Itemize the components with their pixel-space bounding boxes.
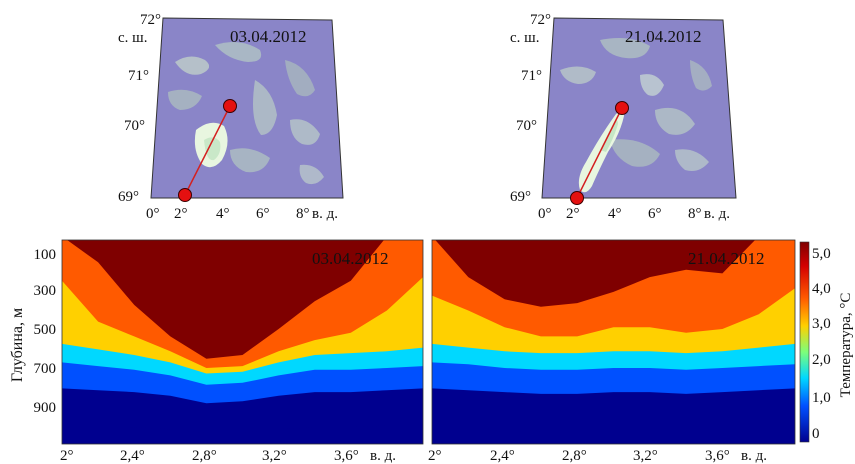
map-2-section-line [576, 107, 623, 199]
map-patch [675, 149, 709, 171]
colorbar-tick: 3,0 [812, 316, 831, 332]
colorbar-tick: 5,0 [812, 246, 831, 262]
map-warm-core-center [204, 137, 221, 161]
map-patch [610, 139, 660, 167]
map-2-lat-tick: 70° [516, 118, 537, 134]
x-tick-label: 2° [428, 448, 442, 464]
colorbar-tick: 4,0 [812, 281, 831, 297]
section-panel-1: 03.04.2012 Глубина, м 100 300 500 700 90… [9, 239, 424, 464]
map-2-lon-unit: в. д. [704, 206, 730, 222]
x-unit-label: в. д. [741, 448, 767, 464]
y-tick-label: 300 [34, 283, 57, 299]
section-1-frame [61, 239, 424, 445]
map-patch [253, 80, 277, 135]
map-1-lat-tick: 72° [140, 12, 161, 28]
map-2-lat-unit: с. ш. [510, 30, 539, 46]
y-tick-label: 900 [34, 400, 57, 416]
map-1-temperature-patches [168, 41, 324, 185]
isotherm-band [62, 425, 423, 444]
map-patch [230, 148, 270, 173]
map-2-lon-tick: 2° [566, 206, 580, 222]
map-panel-1: 03.04.2012 72° с. ш. 71° 70° 69° 0° 2° 4… [118, 12, 344, 222]
map-1-section-start-marker [178, 188, 192, 202]
x-tick-label: 2,4° [120, 448, 145, 464]
map-1-lat-tick: 69° [118, 189, 139, 205]
map-patch [299, 164, 324, 185]
map-2-date: 21.04.2012 [625, 27, 702, 46]
map-patch [215, 41, 262, 62]
x-tick-label: 3,6° [334, 448, 359, 464]
colorbar-tick: 2,0 [812, 352, 831, 368]
x-tick-label: 3,6° [705, 448, 730, 464]
map-1-date: 03.04.2012 [230, 27, 307, 46]
map-patch [655, 107, 695, 135]
map-2-temperature-patches [560, 38, 712, 193]
map-1-lon-tick: 0° [146, 206, 160, 222]
map-2-lon-tick: 6° [648, 206, 662, 222]
map-panel-2: 21.04.2012 72° с. ш. 71° 70° 69° 0° 2° 4… [510, 12, 737, 222]
colorbar-gradient [799, 241, 810, 443]
isotherm-band [432, 425, 795, 444]
map-1-lon-tick: 4° [216, 206, 230, 222]
colorbar-tick: 0 [812, 426, 820, 442]
map-1-lon-unit: в. д. [312, 206, 338, 222]
section-1-date: 03.04.2012 [312, 249, 389, 268]
map-2-section-end-marker [615, 101, 629, 115]
section-2-date: 21.04.2012 [688, 249, 765, 268]
colorbar-label: Температура, °С [838, 293, 854, 398]
x-tick-label: 3,2° [633, 448, 658, 464]
map-2-lon-tick: 8° [688, 206, 702, 222]
map-patch [690, 60, 712, 91]
section-1-temperature-field [62, 240, 423, 444]
map-patch [290, 119, 320, 145]
map-2-lon-tick: 4° [608, 206, 622, 222]
section-1-ylabel: Глубина, м [9, 308, 26, 382]
map-1-lon-tick: 2° [174, 206, 188, 222]
map-1-lon-tick: 6° [256, 206, 270, 222]
y-tick-label: 500 [34, 322, 57, 338]
map-2-lat-tick: 69° [510, 189, 531, 205]
x-tick-label: 2° [60, 448, 74, 464]
y-tick-label: 700 [34, 361, 57, 377]
map-1-lat-tick: 70° [124, 118, 145, 134]
map-1-section-end-marker [223, 99, 237, 113]
y-tick-label: 100 [34, 247, 57, 263]
section-panel-2: 21.04.2012 2° 2,4° 2,8° 3,2° 3,6° в. д. [428, 239, 796, 464]
x-tick-label: 2,4° [490, 448, 515, 464]
section-2-frame [431, 239, 796, 445]
map-1-lat-tick: 71° [128, 68, 149, 84]
map-patch [168, 89, 202, 110]
map-1-section-line [184, 105, 231, 196]
map-patch [285, 60, 315, 97]
map-patch [560, 66, 596, 84]
colorbar-tick: 1,0 [812, 390, 831, 406]
map-2-lat-tick: 72° [530, 12, 551, 28]
map-patch [600, 38, 650, 59]
section-2-temperature-field [432, 240, 795, 444]
x-tick-label: 3,2° [262, 448, 287, 464]
map-1-lat-unit: с. ш. [118, 30, 147, 46]
map-1-lon-tick: 8° [296, 206, 310, 222]
map-2-section-start-marker [570, 191, 584, 205]
colorbar: 5,0 4,0 3,0 2,0 1,0 0 Температура, °С [799, 241, 854, 443]
map-2-lat-tick: 71° [521, 68, 542, 84]
x-tick-label: 2,8° [192, 448, 217, 464]
map-patch [175, 56, 210, 75]
map-2-lon-tick: 0° [538, 206, 552, 222]
map-patch [640, 74, 664, 96]
x-unit-label: в. д. [370, 448, 396, 464]
x-tick-label: 2,8° [562, 448, 587, 464]
